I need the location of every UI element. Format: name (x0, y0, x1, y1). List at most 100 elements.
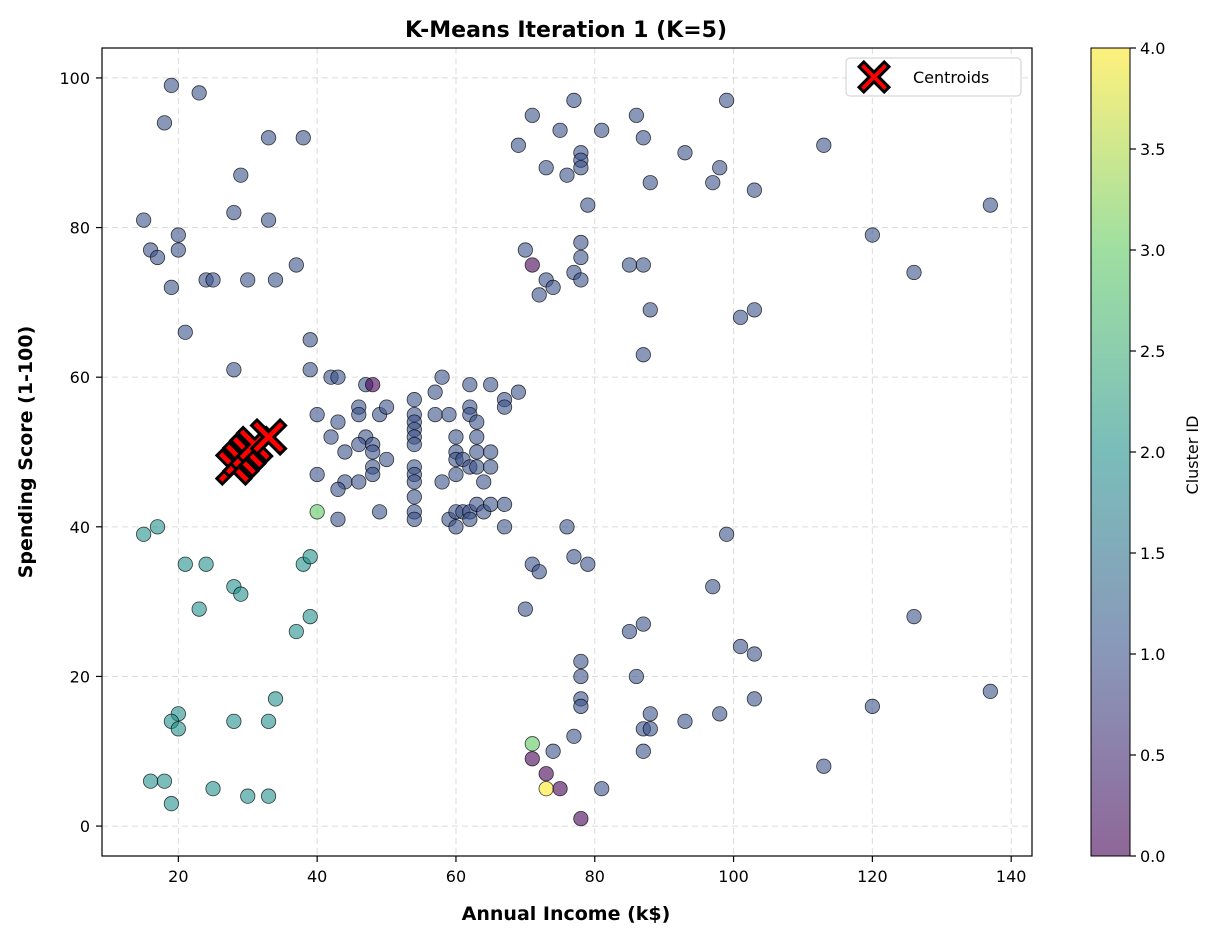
data-point (323, 429, 339, 445)
data-point (149, 519, 166, 535)
x-tick-label: 80 (585, 867, 605, 886)
centroid-marker (249, 417, 288, 457)
data-point (552, 122, 568, 138)
data-point (580, 197, 596, 213)
data-point (635, 616, 651, 632)
data-point (524, 107, 540, 123)
data-point (524, 736, 540, 752)
legend-label-centroids: Centroids (913, 68, 989, 87)
data-point (906, 264, 922, 281)
data-point (545, 743, 561, 759)
data-point (365, 377, 381, 393)
data-point (191, 85, 207, 101)
data-point (448, 519, 464, 535)
data-point (406, 436, 422, 453)
data-point (483, 459, 499, 475)
data-point (260, 713, 277, 729)
legend-centroid-marker (856, 59, 892, 95)
colorbar-tick-label: 3.0 (1140, 241, 1165, 260)
data-point (372, 504, 388, 520)
data-point (302, 362, 318, 378)
data-point (642, 721, 658, 737)
colorbar-ticks: 0.0 0.5 1.0 1.5 2.0 2.5 3.0 3.5 4.0 (1130, 39, 1165, 866)
x-tick-label: 20 (168, 867, 188, 886)
colorbar-tick-label: 1.0 (1140, 645, 1165, 664)
data-point (226, 362, 242, 378)
data-point (559, 167, 575, 183)
data-point (642, 175, 658, 191)
data-point (496, 519, 513, 535)
data-point (462, 377, 478, 393)
colorbar (1090, 47, 1131, 857)
chart-title: K-Means Iteration 1 (K=5) (405, 18, 727, 43)
data-point (635, 743, 651, 759)
data-point (469, 414, 485, 430)
data-point (573, 234, 589, 251)
data-point (483, 377, 499, 393)
data-point (705, 579, 721, 595)
data-point (295, 130, 311, 146)
legend-centroid-x-icon (856, 59, 892, 95)
data-point (906, 608, 922, 625)
colorbar-label: Cluster ID (1183, 416, 1202, 495)
x-axis-label: Annual Income (k$) (462, 903, 671, 925)
data-point (406, 474, 422, 490)
data-point (573, 698, 589, 714)
data-point (170, 242, 186, 258)
data-point (628, 668, 645, 685)
data-point (434, 369, 450, 385)
data-point (816, 137, 832, 153)
data-point (309, 466, 325, 483)
data-point (566, 92, 582, 108)
data-point (816, 758, 832, 774)
data-point (302, 608, 318, 625)
data-point (642, 302, 658, 318)
data-point (351, 436, 367, 453)
centroid-markers (214, 417, 288, 487)
data-point (205, 272, 221, 288)
data-point (156, 115, 173, 131)
data-point (240, 272, 256, 288)
data-point (566, 549, 582, 565)
data-point (163, 796, 180, 812)
data-point (309, 504, 325, 520)
data-point (267, 691, 284, 707)
data-point (378, 451, 395, 468)
data-point (594, 122, 610, 138)
data-point (635, 130, 651, 146)
x-tick-label: 40 (307, 867, 327, 886)
x-tick-label: 60 (446, 867, 466, 886)
data-point (163, 77, 180, 94)
y-tick-label: 20 (70, 667, 90, 686)
data-point (538, 766, 554, 782)
data-point (510, 384, 527, 400)
data-point (351, 406, 367, 423)
data-point (441, 406, 457, 423)
data-point (233, 167, 249, 183)
data-point (628, 107, 645, 123)
data-point (732, 638, 749, 655)
data-point (864, 227, 880, 243)
data-point (746, 646, 762, 662)
data-point (288, 623, 304, 640)
data-point (302, 332, 318, 348)
data-point (483, 496, 499, 512)
colorbar-tick-label: 1.5 (1140, 544, 1165, 563)
data-point (233, 586, 249, 602)
data-point (510, 137, 527, 153)
data-point (330, 414, 346, 430)
colorbar-tick-label: 0.5 (1140, 746, 1165, 765)
data-point (538, 160, 554, 176)
data-point (191, 601, 207, 617)
data-point (573, 272, 589, 288)
data-point (746, 182, 762, 198)
data-point (573, 810, 589, 827)
data-point (205, 781, 221, 797)
data-point (580, 556, 596, 572)
data-point (448, 429, 464, 445)
colorbar-tick-label: 2.5 (1140, 342, 1165, 361)
data-point (427, 384, 443, 400)
data-point (365, 466, 381, 483)
data-point (427, 406, 443, 423)
data-point (476, 474, 492, 490)
